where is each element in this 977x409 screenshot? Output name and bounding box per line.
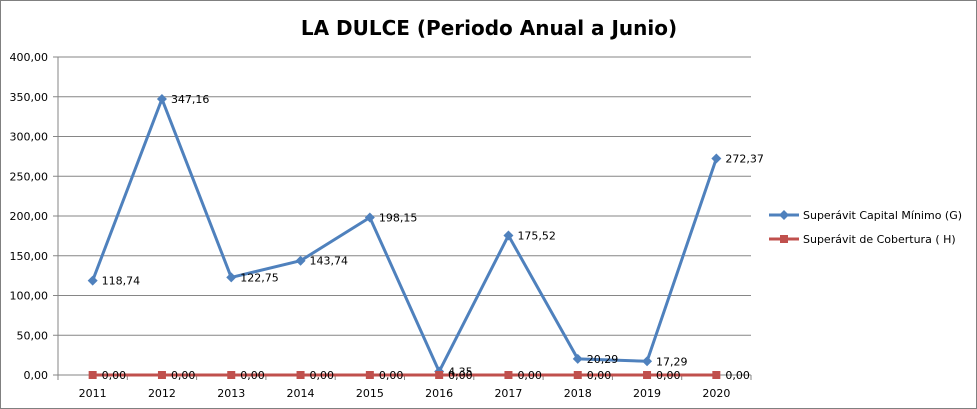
axes: 0,00 50,00 100,00 150,00 200,00 250,00 300,00 3… xyxy=(10,51,752,400)
x-tick-label: 2011 xyxy=(79,387,107,400)
legend-label-2: Superávit de Cobertura ( H) xyxy=(803,233,956,246)
data-label: 0,00 xyxy=(240,369,265,382)
data-label: 4,35 xyxy=(448,366,473,379)
y-tick-label: 150,00 xyxy=(10,250,49,263)
x-tick-label: 2012 xyxy=(148,387,176,400)
legend-marker-1 xyxy=(779,210,789,220)
legend: Superávit Capital Mínimo (G) Superávit de… xyxy=(769,209,962,246)
data-point-marker xyxy=(435,371,444,379)
y-tick-label: 200,00 xyxy=(10,210,49,223)
x-tick-label: 2020 xyxy=(702,387,730,400)
data-label: 118,74 xyxy=(102,275,140,288)
data-point-marker xyxy=(365,371,374,379)
x-tick-label: 2013 xyxy=(217,387,245,400)
data-point-marker xyxy=(503,230,514,241)
data-point-marker xyxy=(295,255,306,266)
data-label: 0,00 xyxy=(171,369,196,382)
data-point-marker xyxy=(157,371,166,379)
gridlines xyxy=(58,56,751,336)
data-label: 272,37 xyxy=(725,152,764,165)
data-labels: 118,74 347,16 122,75 143,74 198,15 4,35 175,52… xyxy=(102,93,764,382)
y-tick-label: 350,00 xyxy=(10,91,49,104)
data-point-marker xyxy=(156,94,167,105)
x-tick-label: 2016 xyxy=(425,387,453,400)
data-point-marker xyxy=(296,371,305,379)
data-point-marker xyxy=(711,153,722,164)
legend-marker-2 xyxy=(780,235,788,243)
data-point-marker xyxy=(227,371,236,379)
data-label: 347,16 xyxy=(171,93,210,106)
data-label: 0,00 xyxy=(725,369,750,382)
legend-label-1: Superávit Capital Mínimo (G) xyxy=(803,209,962,222)
data-label: 0,00 xyxy=(656,369,681,382)
data-point-marker xyxy=(572,353,583,364)
data-label: 0,00 xyxy=(379,369,404,382)
data-point-marker xyxy=(573,371,582,379)
y-tick-label: 250,00 xyxy=(10,170,49,183)
data-point-marker xyxy=(226,272,237,283)
data-label: 0,00 xyxy=(587,369,612,382)
x-tick-label: 2019 xyxy=(633,387,661,400)
data-label: 0,00 xyxy=(310,369,335,382)
data-label: 122,75 xyxy=(240,271,279,284)
data-point-marker xyxy=(504,371,513,379)
series-line-1 xyxy=(91,97,718,374)
data-point-marker xyxy=(88,371,97,379)
y-tick-label: 0,00 xyxy=(24,369,49,382)
x-tick-label: 2018 xyxy=(564,387,592,400)
data-point-marker xyxy=(643,371,652,379)
data-label: 0,00 xyxy=(517,369,542,382)
y-tick-label: 300,00 xyxy=(10,131,49,144)
data-label: 0,00 xyxy=(102,369,127,382)
data-label: 17,29 xyxy=(656,355,688,368)
data-label: 0,00 xyxy=(448,369,473,382)
series-layer xyxy=(87,94,722,379)
data-point-marker xyxy=(712,371,721,379)
y-tick-label: 400,00 xyxy=(10,51,49,64)
data-label: 20,29 xyxy=(587,353,619,366)
data-label: 175,52 xyxy=(517,229,556,242)
data-label: 198,15 xyxy=(379,211,418,224)
y-tick-label: 100,00 xyxy=(10,290,49,303)
chart-title: LA DULCE (Periodo Anual a Junio) xyxy=(301,16,677,40)
x-tick-label: 2015 xyxy=(356,387,384,400)
data-point-marker xyxy=(642,356,653,367)
x-tick-label: 2014 xyxy=(287,387,315,400)
data-point-marker xyxy=(87,275,98,286)
y-tick-label: 50,00 xyxy=(17,329,49,342)
data-point-marker xyxy=(364,212,375,223)
x-tick-label: 2017 xyxy=(494,387,522,400)
data-label: 143,74 xyxy=(310,255,349,268)
